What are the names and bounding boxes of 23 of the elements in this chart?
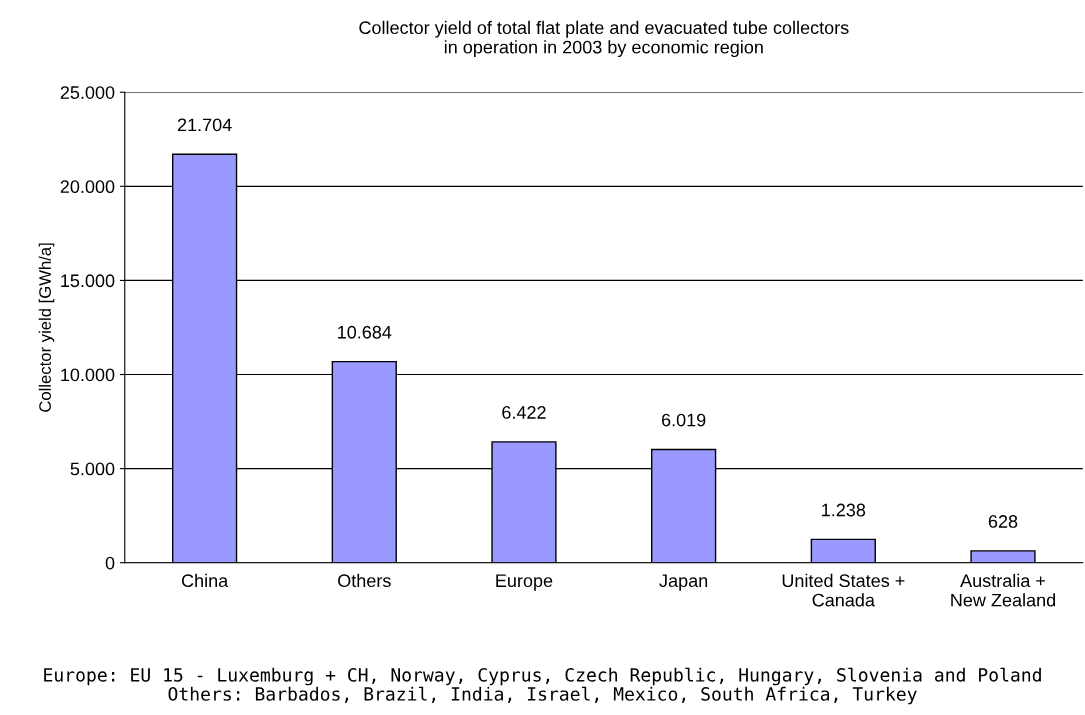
data-label: 6.422: [502, 406, 546, 419]
x-tick-label: Europe: [496, 574, 553, 591]
bar: [970, 550, 1036, 563]
x-tick-label: Others: [338, 573, 391, 588]
y-tick-label: 0: [105, 556, 115, 570]
x-tick-label: Japan: [659, 574, 708, 591]
text: Europe: EU 15 - Luxemburg + CH, Norway, Cyprus, Czech Republic, Hungary, Slovenia and Poland Others: Barbados, Brazil, India, Israel, Mexico, South Africa, Turkey: [44, 667, 1041, 705]
data-label: 6.019: [661, 413, 706, 427]
y-axis-title: Collector yield [GWh/a]: [38, 243, 55, 412]
data-label: 21.704: [177, 118, 232, 132]
chart-title: Collector yield of total flat plate and evacuated tube collectors in operation in 2003 by economic region: [359, 20, 849, 58]
data-label: 628: [988, 515, 1018, 528]
x-tick-label: United States + Canada: [782, 573, 905, 607]
y-tick-label: 5.000: [70, 462, 115, 476]
y-tick-label: 25.000: [60, 86, 115, 99]
x-tick-label: Australia + New Zealand: [951, 573, 1056, 607]
x-tick-label: China: [181, 573, 229, 588]
data-label: 10.684: [338, 325, 392, 339]
bar: [810, 538, 876, 563]
y-tick-label: 20.000: [60, 180, 115, 194]
y-tick-label: 15.000: [61, 274, 115, 288]
y-tick-label: 10.000: [61, 368, 115, 382]
data-label: 1.238: [822, 503, 866, 517]
